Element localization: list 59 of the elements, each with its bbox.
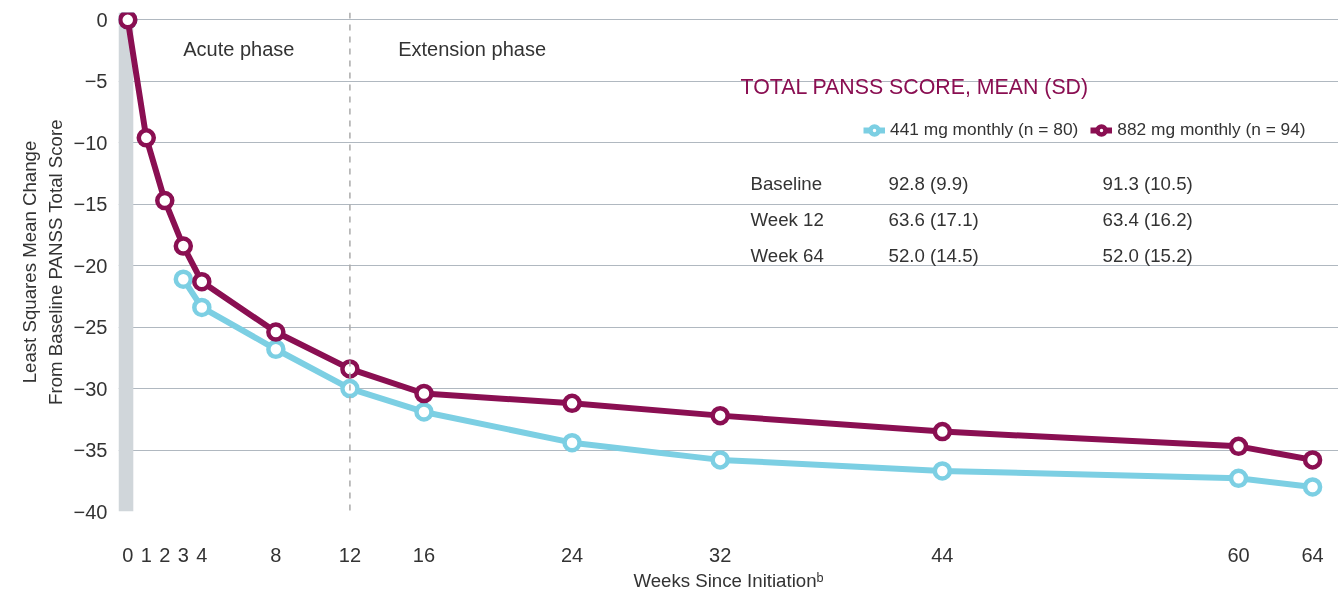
x-tick-label: 24	[560, 543, 584, 566]
x-axis-title: Weeks Since Initiationᵇ	[633, 569, 824, 591]
x-tick-label: 44	[931, 543, 954, 566]
point	[1228, 468, 1249, 489]
x-tick-label: 4	[196, 543, 208, 566]
annotation: Baseline	[750, 173, 823, 194]
x-tick-label: 16	[412, 543, 436, 566]
annotation: 92.8 (9.9)	[888, 173, 969, 194]
point	[932, 461, 953, 481]
point	[932, 421, 953, 442]
point	[1228, 436, 1249, 457]
point	[414, 383, 434, 404]
point	[173, 269, 194, 289]
point	[266, 322, 286, 342]
y-tick-label: −15	[73, 193, 108, 216]
point	[173, 236, 194, 256]
y-tick-label: −30	[73, 377, 108, 400]
x-tick-label: 3	[177, 543, 189, 566]
annotation: Week 12	[750, 209, 824, 230]
y-tick-label: −5	[84, 70, 108, 93]
point	[192, 297, 212, 318]
x-tick-label: 60	[1227, 543, 1250, 566]
annotation: Extension phase	[398, 38, 547, 61]
annotation: 52.0 (14.5)	[888, 245, 979, 266]
x-tick-label: 12	[338, 543, 362, 566]
y-tick-label: −25	[73, 316, 108, 339]
annotation: 91.3 (10.5)	[1102, 173, 1193, 194]
point	[414, 402, 434, 422]
x-tick-label: 1	[140, 543, 152, 566]
point	[340, 378, 360, 399]
point	[192, 271, 212, 292]
y-tick-label: −40	[73, 500, 108, 523]
y-tick-label: −35	[73, 439, 108, 462]
y-tick-label: −10	[73, 131, 108, 154]
point	[155, 190, 175, 211]
point	[710, 405, 730, 426]
legend-label: 441 mg monthly (n = 80)	[890, 119, 1079, 140]
point	[1302, 450, 1323, 470]
y-tick-label: −20	[73, 254, 108, 277]
x-tick-label: 0	[122, 543, 134, 566]
point	[562, 432, 582, 453]
y-axis-title: Least Squares Mean Change From Baseline PANSS Total Score	[19, 119, 66, 405]
legend-label: 882 mg monthly (n = 94)	[1117, 119, 1306, 140]
x-tick-label: 8	[270, 543, 282, 566]
x-tick-label: 32	[709, 543, 732, 566]
point	[710, 450, 730, 470]
x-tick-label: 64	[1301, 543, 1324, 566]
annotation: Week 64	[750, 245, 824, 266]
point	[136, 128, 157, 148]
point	[266, 339, 286, 359]
y-tick-label: 0	[96, 8, 108, 31]
x-tick-label: 2	[159, 543, 171, 566]
point	[1302, 477, 1323, 497]
annotation: 63.4 (16.2)	[1102, 209, 1193, 230]
annotation: 63.6 (17.1)	[888, 209, 979, 230]
point	[562, 393, 582, 414]
annotation: Acute phase	[183, 38, 295, 61]
annotation: TOTAL PANSS SCORE, MEAN (SD)	[740, 74, 1089, 99]
annotation: 52.0 (15.2)	[1102, 245, 1193, 266]
